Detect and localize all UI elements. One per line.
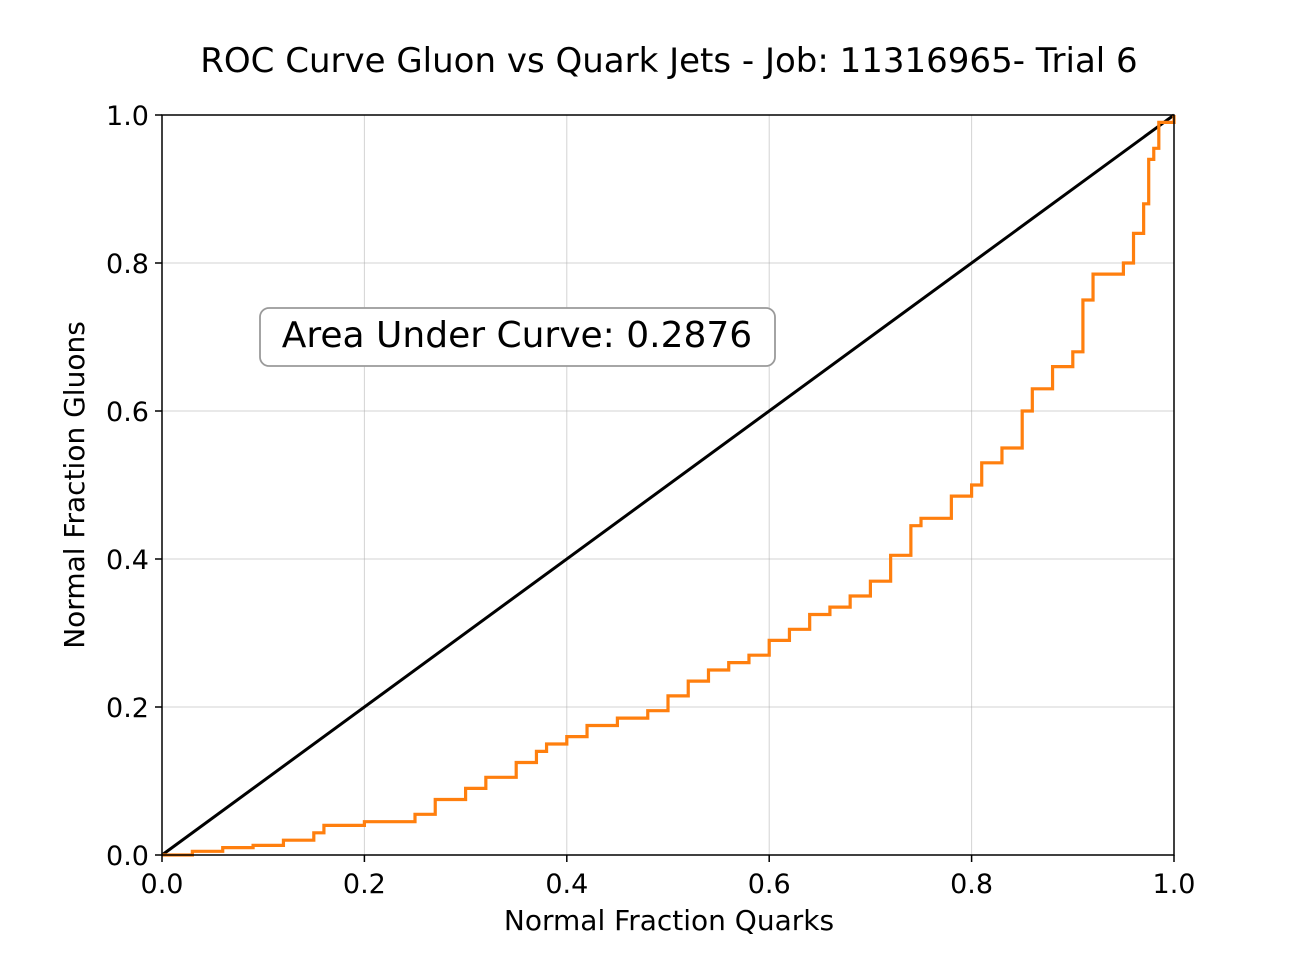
axis-ticks: 0.0 0.2 0.4 0.6 0.8 1.0 0.0 0.2 0.4 0.6 0.8 1.0	[106, 101, 1195, 900]
x-tick-label: 0.0	[141, 869, 184, 900]
y-tick-label: 0.6	[106, 397, 149, 428]
y-tick-label: 0.4	[106, 545, 149, 576]
x-tick-label: 0.6	[748, 869, 791, 900]
roc-curve-line	[162, 115, 1176, 857]
plot-series	[161, 113, 1176, 857]
annotation-text: Area Under Curve: 0.2876	[282, 315, 752, 356]
diagonal-reference-line	[161, 113, 1175, 857]
y-tick-label: 1.0	[106, 101, 149, 132]
auc-annotation: Area Under Curve: 0.2876	[259, 307, 776, 367]
y-tick-label: 0.8	[106, 249, 149, 280]
x-tick-label: 0.2	[343, 869, 386, 900]
y-tick-label: 0.0	[106, 841, 149, 872]
x-tick-label: 0.4	[545, 869, 588, 900]
y-tick-label: 0.2	[106, 693, 149, 724]
annotation-box	[259, 307, 776, 367]
x-tick-label: 1.0	[1153, 869, 1196, 900]
y-axis-label: Normal Fraction Gluons	[58, 321, 91, 649]
x-axis-label: Normal Fraction Quarks	[504, 904, 834, 937]
chart-title: ROC Curve Gluon vs Quark Jets - Job: 113…	[200, 41, 1137, 81]
x-tick-label: 0.8	[950, 869, 993, 900]
plot-frame	[161, 114, 1175, 856]
